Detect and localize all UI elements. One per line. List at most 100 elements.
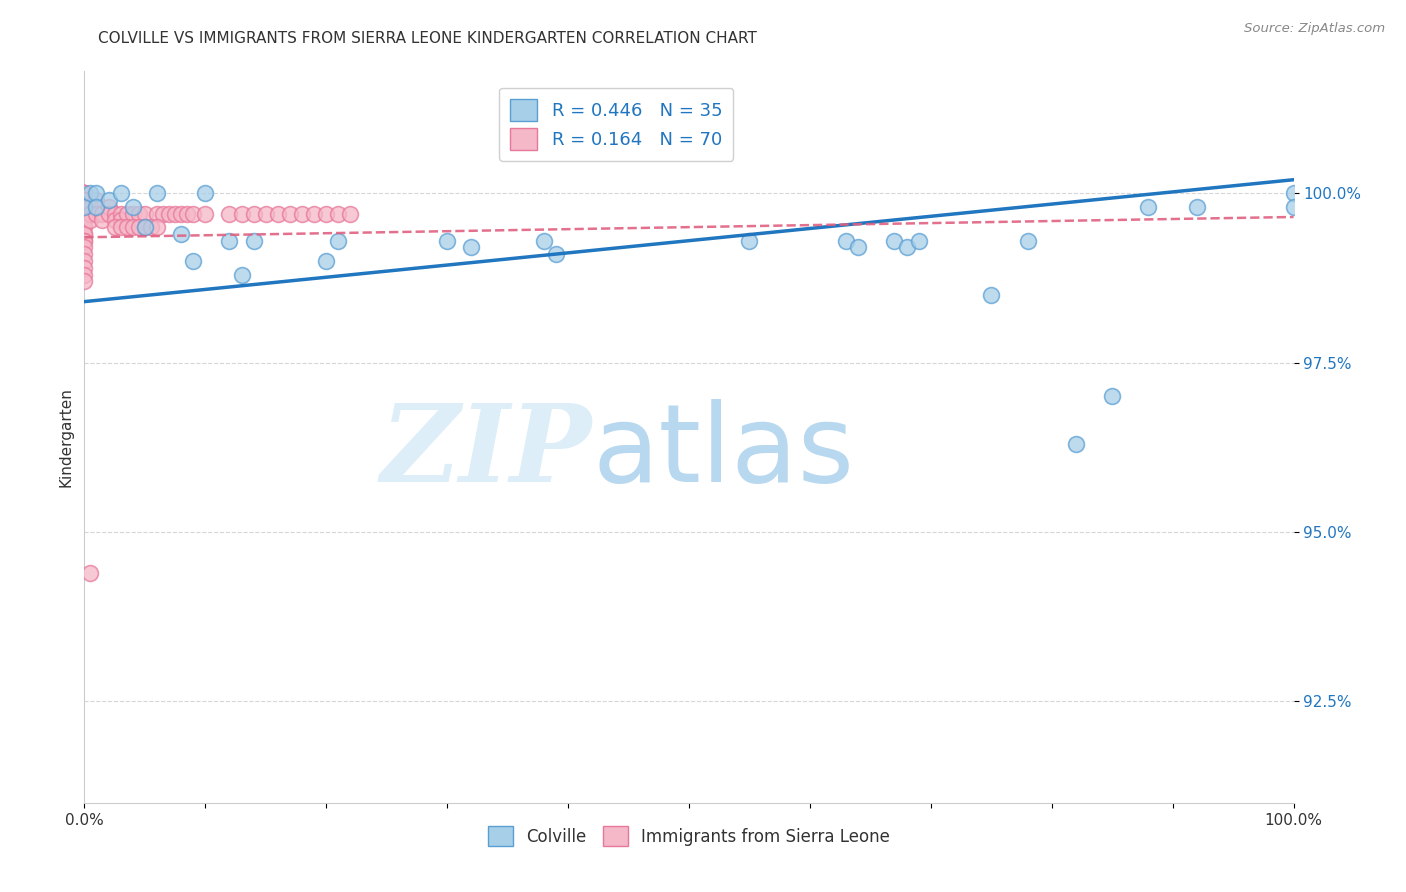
Point <box>883 234 905 248</box>
Point <box>1137 200 1160 214</box>
Point <box>242 234 264 248</box>
Point <box>134 220 156 235</box>
Point <box>73 234 96 248</box>
Point <box>79 200 101 214</box>
Point <box>79 186 101 201</box>
Point <box>73 220 96 235</box>
Point <box>110 213 132 227</box>
Point <box>73 206 96 220</box>
Point <box>73 268 96 282</box>
Text: Source: ZipAtlas.com: Source: ZipAtlas.com <box>1244 22 1385 36</box>
Point <box>73 200 96 214</box>
Point <box>907 234 929 248</box>
Point <box>91 206 114 220</box>
Point <box>73 200 96 214</box>
Point <box>1101 389 1123 403</box>
Point <box>73 186 96 201</box>
Point <box>176 206 198 220</box>
Point <box>121 206 143 220</box>
Point <box>128 220 150 235</box>
Point <box>73 193 96 207</box>
Point <box>194 186 217 201</box>
Point <box>328 206 350 220</box>
Point <box>170 206 193 220</box>
Point <box>73 186 96 201</box>
Point <box>73 186 96 201</box>
Point <box>79 206 101 220</box>
Point <box>73 247 96 261</box>
Point <box>73 234 96 248</box>
Point <box>121 200 143 214</box>
Point <box>980 288 1002 302</box>
Point <box>73 206 96 220</box>
Point <box>115 206 138 220</box>
Point <box>97 193 120 207</box>
Point <box>104 206 127 220</box>
Point <box>115 220 138 235</box>
Point <box>73 213 96 227</box>
Point <box>181 254 204 268</box>
Point <box>134 220 156 235</box>
Point <box>73 200 96 214</box>
Point <box>73 213 96 227</box>
Point <box>1282 200 1305 214</box>
Point <box>91 213 114 227</box>
Point <box>146 206 169 220</box>
Point <box>1017 234 1039 248</box>
Point <box>846 240 869 254</box>
Point <box>1185 200 1208 214</box>
Point <box>73 227 96 241</box>
Point <box>73 274 96 288</box>
Point <box>110 206 132 220</box>
Point <box>254 206 277 220</box>
Point <box>134 206 156 220</box>
Point <box>231 206 253 220</box>
Point <box>104 220 127 235</box>
Text: atlas: atlas <box>592 399 855 505</box>
Point <box>460 240 482 254</box>
Point <box>86 200 108 214</box>
Point <box>73 254 96 268</box>
Point <box>97 206 120 220</box>
Point <box>231 268 253 282</box>
Point <box>194 206 217 220</box>
Point <box>291 206 314 220</box>
Point <box>73 186 96 201</box>
Point <box>73 240 96 254</box>
Point <box>181 206 204 220</box>
Point <box>218 234 240 248</box>
Point <box>328 234 350 248</box>
Point <box>315 206 337 220</box>
Point <box>339 206 361 220</box>
Point <box>157 206 180 220</box>
Point <box>86 200 108 214</box>
Point <box>533 234 555 248</box>
Point <box>73 186 96 201</box>
Point <box>110 220 132 235</box>
Point <box>110 186 132 201</box>
Point <box>302 206 325 220</box>
Point <box>278 206 301 220</box>
Point <box>896 240 918 254</box>
Point <box>165 206 187 220</box>
Y-axis label: Kindergarten: Kindergarten <box>58 387 73 487</box>
Point <box>86 206 108 220</box>
Point <box>544 247 567 261</box>
Point <box>1282 186 1305 201</box>
Point <box>139 220 162 235</box>
Point <box>73 193 96 207</box>
Point <box>128 206 150 220</box>
Point <box>267 206 290 220</box>
Point <box>121 220 143 235</box>
Point <box>73 193 96 207</box>
Point <box>738 234 761 248</box>
Text: ZIP: ZIP <box>381 399 592 505</box>
Point <box>170 227 193 241</box>
Point <box>1064 437 1087 451</box>
Point <box>315 254 337 268</box>
Point <box>79 566 101 580</box>
Point <box>104 213 127 227</box>
Point <box>86 186 108 201</box>
Point <box>835 234 858 248</box>
Point <box>79 213 101 227</box>
